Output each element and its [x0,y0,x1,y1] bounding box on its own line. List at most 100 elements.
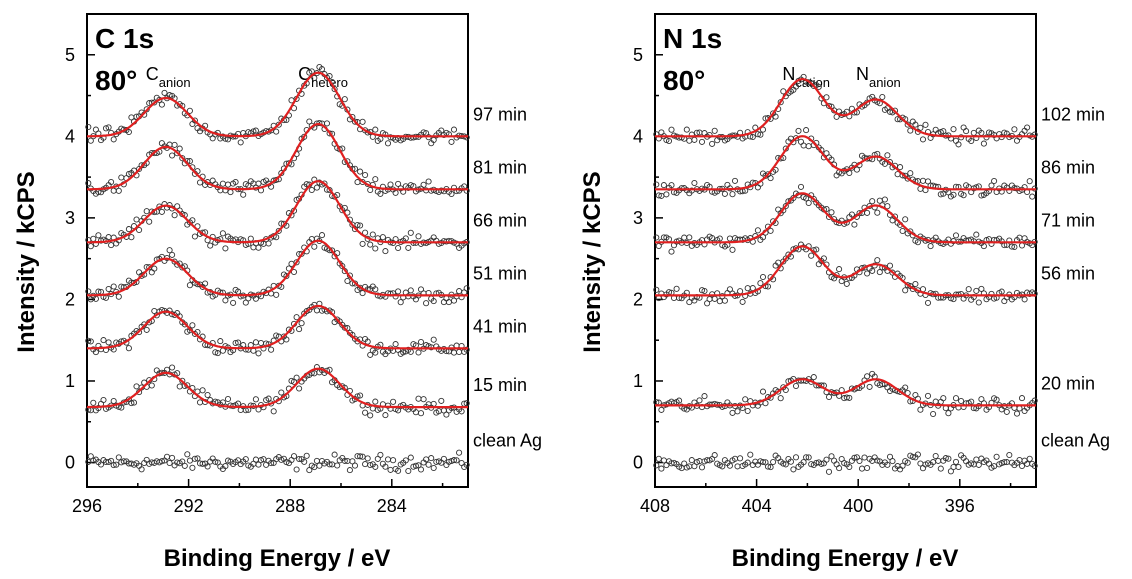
data-point [240,191,247,198]
panel-angle: 80° [663,65,705,96]
data-point [344,277,351,285]
data-point [115,187,122,194]
data-point [958,397,965,405]
data-point [318,66,326,73]
data-point [372,176,379,183]
data-point [805,199,812,207]
data-point [351,118,359,125]
data-point [85,288,92,295]
data-point [879,381,886,388]
data-point [729,191,736,198]
data-point [836,266,843,273]
data-point [701,130,708,137]
data-point [331,451,338,458]
data-point [924,299,932,306]
data-point [698,138,706,145]
data-point [146,218,153,225]
fit-curve [87,180,468,244]
data-point [326,73,333,80]
data-point [179,458,186,465]
data-point [960,124,967,131]
data-point [815,83,822,90]
data-point [425,178,432,185]
data-point [219,230,226,237]
series-clean-Ag: clean Ag [653,431,1110,475]
data-point [660,182,667,189]
data-point [864,209,871,216]
data-point [912,121,919,128]
data-point [212,458,219,465]
data-point [402,457,409,464]
data-point [754,131,761,138]
data-point [151,99,158,106]
data-point [232,339,239,347]
data-point [716,298,723,305]
data-point [655,192,662,199]
data-point [456,348,463,356]
data-point [423,300,430,307]
data-point [790,466,797,473]
data-point [653,286,660,293]
data-point [800,142,807,149]
data-point [858,465,866,472]
data-point [212,349,219,356]
data-point [199,387,206,394]
data-point [803,195,810,202]
data-point [87,338,94,345]
data-point [810,374,817,381]
data-point [222,245,229,252]
data-point [171,212,178,219]
data-point [973,287,980,294]
data-point [359,290,366,297]
data-point [420,129,427,136]
y-tick-label: 0 [633,453,643,473]
data-point [174,370,181,377]
data-point [179,377,186,384]
data-point [395,180,402,187]
data-point [125,128,132,136]
data-point [316,119,323,127]
peak-label-main: C [146,64,159,84]
data-point [698,287,706,294]
data-point [445,458,452,465]
data-point [1016,405,1023,412]
series-51-min: 51 min [85,232,527,307]
data-point [191,117,198,124]
data-point [757,280,764,287]
data-point [1021,296,1028,303]
data-point [881,196,888,203]
data-point [186,158,193,165]
data-point [377,451,384,458]
data-point [884,461,891,468]
data-point [831,457,838,464]
data-point [156,96,163,103]
data-point [762,400,769,407]
data-point [133,113,140,120]
data-point [311,243,318,250]
data-point [430,400,437,407]
data-point [759,234,767,241]
series-label: 71 min [1041,210,1095,230]
data-point [843,280,850,287]
data-point [737,288,744,295]
y-tick-label: 0 [65,453,75,473]
data-point [278,389,285,396]
plot-frame [654,13,1037,488]
data-point [85,123,92,131]
data-point [1018,395,1026,402]
data-point [691,179,698,187]
data-point [390,398,397,405]
series-label: 15 min [473,375,527,395]
data-point [1001,298,1008,305]
data-point [92,349,99,356]
series-label: 81 min [473,157,527,177]
panel-angle: 80° [95,65,137,96]
data-point [754,227,761,234]
data-point [825,102,833,109]
data-point [797,183,805,190]
data-point [367,186,374,194]
data-point [795,127,802,134]
data-point [770,458,777,466]
data-point [803,454,810,461]
